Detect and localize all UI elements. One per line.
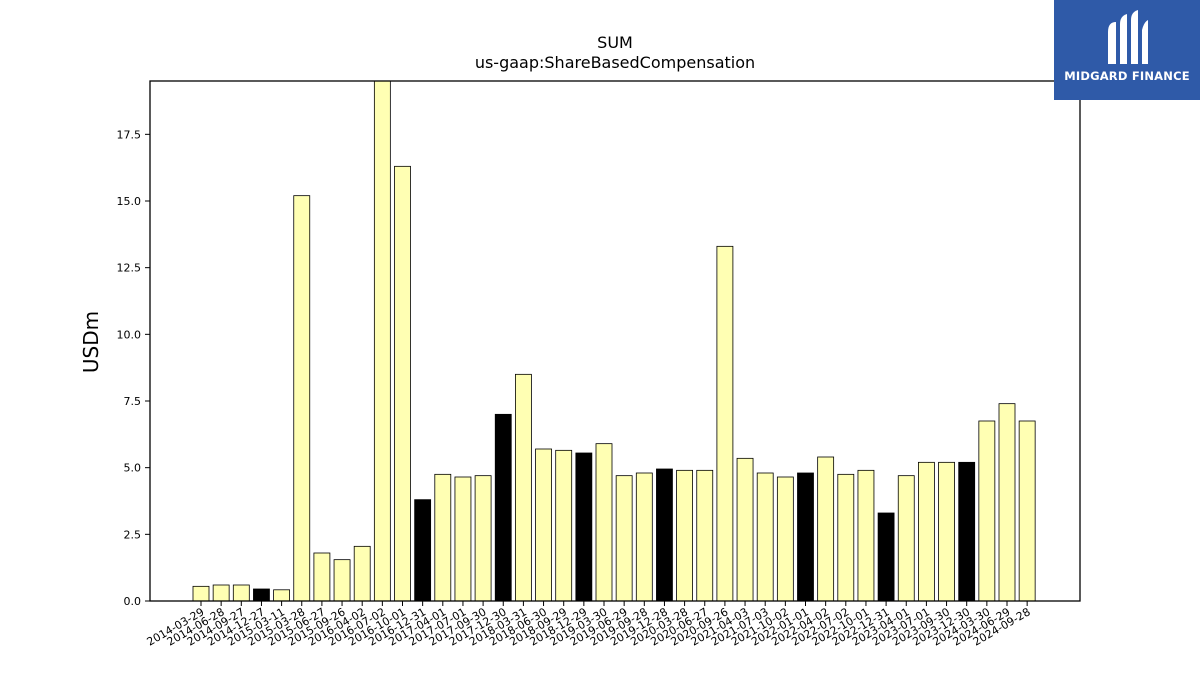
- y-tick-label: 0.0: [124, 595, 142, 608]
- bar-2016-07-02: [373, 80, 391, 602]
- bar-2017-09-30: [474, 475, 492, 602]
- bar-2020-06-27: [696, 469, 714, 602]
- bar-2015-03-28: [293, 195, 311, 602]
- bar-2016-10-01: [394, 165, 411, 602]
- y-tick-label: 5.0: [124, 462, 142, 475]
- bar-2014-06-28: [212, 584, 230, 602]
- x-axis-ticks: 2014-03-292014-06-282014-09-272014-12-27…: [145, 601, 1033, 649]
- bar-2020-09-26: [716, 245, 734, 602]
- bar-2019-03-30: [595, 443, 613, 602]
- brand-name: MIDGARD FINANCE: [1064, 69, 1190, 83]
- bar-2014-09-27: [232, 584, 250, 602]
- y-axis-ticks: 0.0 2.5 5.0 7.5 10.0 12.5 15.0 17.5: [117, 128, 150, 608]
- bar-2018-06-30: [535, 448, 552, 602]
- bar-2021-07-03: [756, 472, 774, 602]
- bar-2015-09-26: [333, 559, 351, 602]
- bar-2015-06-27: [313, 552, 331, 602]
- bar-2016-04-02: [353, 545, 371, 602]
- plot-frame: [149, 80, 1081, 602]
- bar-2017-12-30: [494, 413, 512, 602]
- y-tick-label: 2.5: [124, 528, 142, 541]
- bar-2022-01-01: [797, 472, 814, 602]
- bar-2015-03-11: [273, 589, 291, 602]
- bar-2018-12-29: [575, 452, 593, 602]
- y-axis-label: USDm: [79, 311, 103, 373]
- y-tick-label: 7.5: [124, 395, 142, 408]
- bar-2024-06-29: [998, 403, 1016, 602]
- chart-title: SUM: [597, 33, 633, 52]
- y-tick-label: 10.0: [117, 328, 142, 341]
- bar-2018-09-29: [555, 449, 573, 602]
- bar-2023-04-01: [897, 475, 915, 602]
- bar-2019-12-28: [656, 468, 673, 602]
- midgard-logo-icon: [1108, 10, 1148, 64]
- bar-2020-03-28: [676, 469, 693, 602]
- bar-2024-03-30: [978, 420, 996, 602]
- y-tick-label: 17.5: [117, 128, 142, 141]
- y-tick-label: 12.5: [117, 262, 142, 275]
- bar-2023-09-30: [938, 461, 955, 602]
- bar-2022-07-02: [837, 473, 855, 602]
- bar-2019-09-28: [635, 472, 653, 602]
- bar-2021-04-03: [736, 457, 754, 602]
- bar-2023-07-01: [918, 461, 935, 602]
- midgard-finance-logo: MIDGARD FINANCE: [1054, 0, 1200, 100]
- y-tick-label: 15.0: [117, 195, 142, 208]
- bar-2016-12-31: [414, 499, 432, 602]
- bar-2017-07-01: [454, 476, 472, 602]
- bar-2017-04-01: [434, 473, 452, 602]
- bar-2024-09-28: [1018, 420, 1036, 602]
- bar-2019-06-29: [615, 475, 633, 602]
- bar-2021-10-02: [776, 476, 794, 602]
- bars-group: [192, 80, 1036, 602]
- bar-2014-12-27: [253, 588, 270, 602]
- bar-2022-04-02: [817, 456, 835, 602]
- bar-2014-03-29: [192, 585, 210, 602]
- bar-2022-10-01: [857, 469, 875, 602]
- bar-2022-12-31: [877, 512, 895, 602]
- bar-2023-12-30: [958, 461, 976, 602]
- chart-subtitle: us-gaap:ShareBasedCompensation: [475, 53, 755, 72]
- bar-2018-03-31: [515, 373, 532, 602]
